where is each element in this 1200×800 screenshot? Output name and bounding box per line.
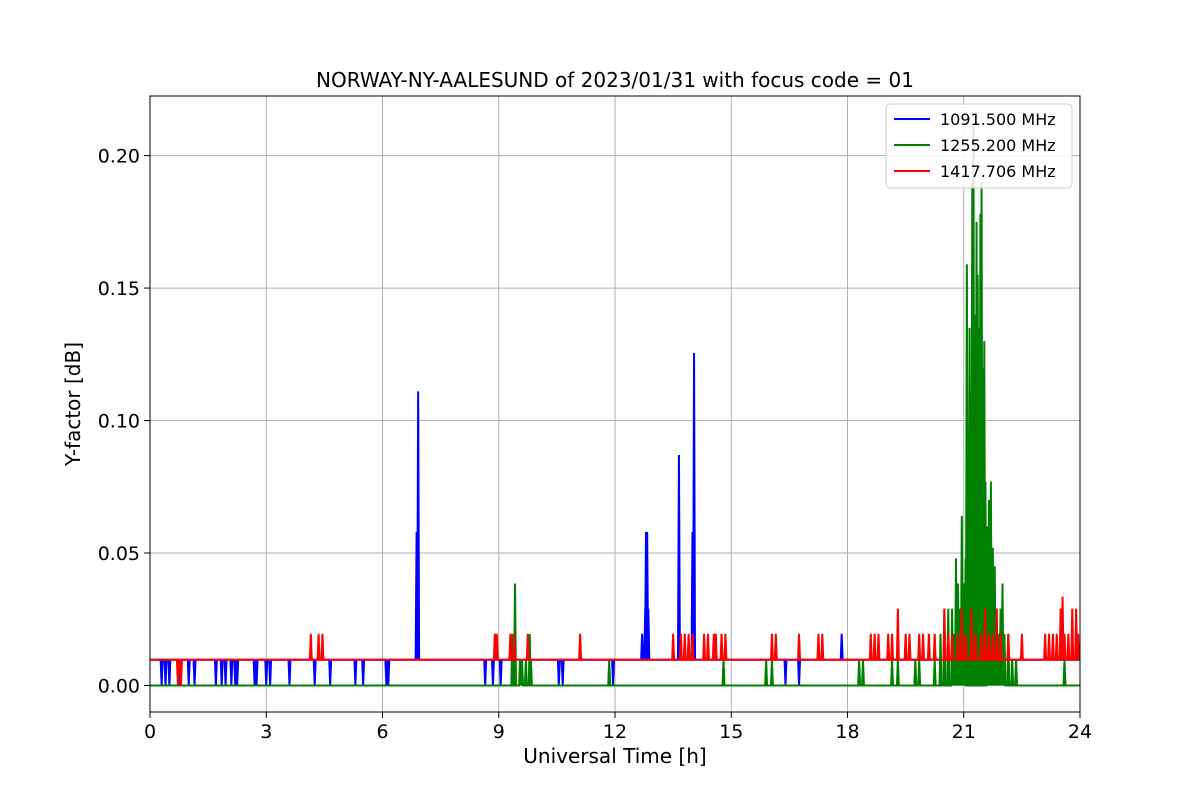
x-tick-label: 3 bbox=[260, 721, 272, 743]
legend-label: 1255.200 MHz bbox=[940, 136, 1056, 155]
legend: 1091.500 MHz 1255.200 MHz 1417.706 MHz bbox=[885, 103, 1073, 189]
chart-title: NORWAY-NY-AALESUND of 2023/01/31 with fo… bbox=[316, 68, 914, 92]
legend-box bbox=[885, 103, 1073, 189]
x-tick-label: 15 bbox=[719, 721, 743, 743]
x-tick-label: 18 bbox=[835, 721, 859, 743]
y-axis-label: Y-factor [dB] bbox=[61, 342, 85, 467]
x-axis-label: Universal Time [h] bbox=[523, 744, 706, 768]
x-tick-label: 21 bbox=[952, 721, 976, 743]
series-line-1 bbox=[149, 126, 1081, 687]
series-line-2 bbox=[149, 596, 1081, 686]
y-tick-label: 0.05 bbox=[98, 543, 140, 565]
y-tick-label: 0.00 bbox=[98, 676, 140, 698]
x-tick-label: 24 bbox=[1068, 721, 1092, 743]
axis-ticks: 0 3 6 9 12 15 18 21 24 0.00 0.05 0.10 0.15 0.20 bbox=[98, 146, 1092, 743]
y-tick-label: 0.15 bbox=[98, 278, 140, 300]
legend-label: 1091.500 MHz bbox=[940, 110, 1056, 129]
x-tick-label: 9 bbox=[493, 721, 505, 743]
legend-label: 1417.706 MHz bbox=[940, 162, 1056, 181]
series-layer bbox=[149, 126, 1081, 687]
x-tick-label: 12 bbox=[603, 721, 627, 743]
x-tick-label: 0 bbox=[144, 721, 156, 743]
y-tick-label: 0.20 bbox=[98, 146, 140, 168]
y-tick-label: 0.10 bbox=[98, 411, 140, 433]
x-tick-label: 6 bbox=[376, 721, 388, 743]
